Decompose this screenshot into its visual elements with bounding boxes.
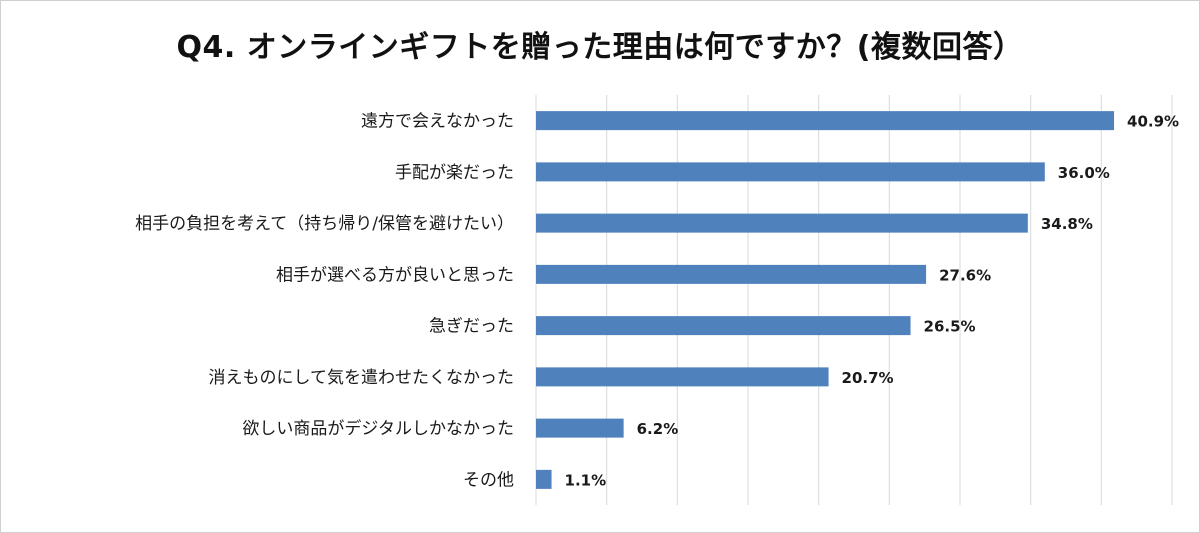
bar — [536, 316, 911, 336]
bar — [536, 111, 1115, 131]
category-label: 相手の負担を考えて（持ち帰り/保管を避けたい） — [135, 214, 514, 234]
category-label: 相手が選べる方が良いと思った — [276, 265, 514, 285]
bars — [536, 111, 1115, 489]
value-label: 34.8% — [1041, 215, 1093, 233]
value-label: 20.7% — [842, 369, 894, 387]
category-label: 欲しい商品がデジタルしかなかった — [242, 418, 514, 439]
bar — [536, 264, 927, 284]
category-label: 手配が楽だった — [395, 163, 514, 183]
value-label: 40.9% — [1127, 113, 1179, 131]
value-label: 26.5% — [924, 318, 976, 336]
bar — [536, 367, 829, 387]
bar — [536, 418, 624, 438]
chart-title: Q4. オンラインギフトを贈った理由は何ですか？(複数回答） — [176, 30, 1024, 65]
value-label: 27.6% — [939, 266, 991, 284]
gridlines — [535, 95, 1173, 505]
bar — [536, 469, 552, 489]
category-label: 急ぎだった — [429, 317, 514, 337]
bar — [536, 213, 1028, 233]
value-label: 6.2% — [637, 420, 679, 438]
value-label: 1.1% — [565, 471, 607, 489]
value-labels: 40.9% 36.0% 34.8% 27.6% 26.5% 20.7% 6.2% 1.1% — [565, 113, 1180, 490]
bar — [536, 162, 1045, 182]
value-label: 36.0% — [1058, 164, 1110, 182]
category-label: その他 — [463, 470, 514, 490]
category-label: 遠方で会えなかった — [361, 112, 514, 132]
category-label: 消えものにして気を遣わせたくなかった — [209, 368, 515, 388]
